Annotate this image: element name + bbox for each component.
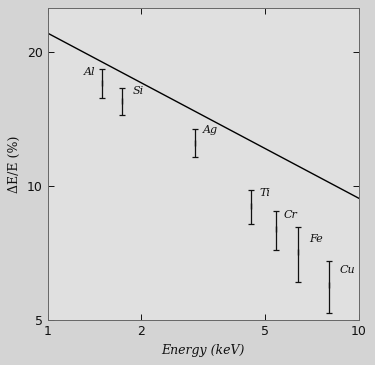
X-axis label: Energy (keV): Energy (keV) [162,344,245,357]
Text: Cr: Cr [284,210,297,220]
Text: Ag: Ag [203,125,218,135]
Text: Fe: Fe [309,234,322,244]
Text: Si: Si [133,86,144,96]
Text: Cu: Cu [340,265,356,276]
Text: Al: Al [84,68,96,77]
Text: Ti: Ti [259,188,270,198]
Y-axis label: ΔE/E (%): ΔE/E (%) [8,136,21,193]
